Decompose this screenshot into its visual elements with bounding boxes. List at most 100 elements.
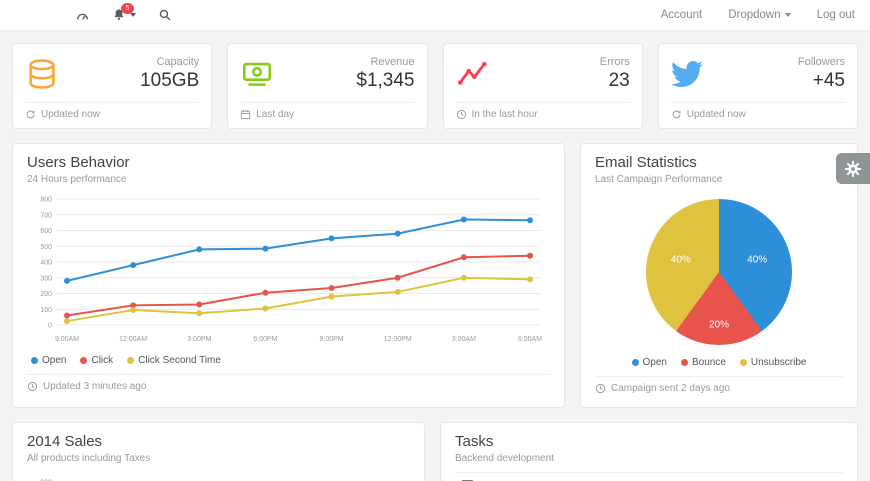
- panel-subtitle: Backend development: [455, 453, 554, 464]
- database-icon: [25, 57, 69, 91]
- divider: [25, 102, 200, 103]
- charts-row: Users Behavior 24 Hours performance 0 100…: [12, 143, 858, 408]
- panel-footer: Campaign sent 2 days ago: [595, 381, 843, 397]
- svg-text:700: 700: [40, 212, 52, 219]
- followers-card: Followers +45 Updated now: [657, 43, 858, 129]
- search-button[interactable]: [158, 8, 172, 22]
- svg-text:12:00AM: 12:00AM: [119, 336, 147, 343]
- dashboard-icon[interactable]: [75, 8, 90, 23]
- pie-slice-label: 20%: [708, 319, 730, 331]
- svg-text:500: 500: [40, 244, 52, 251]
- caret-down-icon: [130, 13, 136, 17]
- users-behavior-legend: Open Click Click Second Time: [31, 355, 550, 366]
- notifications-button[interactable]: 5: [112, 3, 136, 22]
- bottom-row: 2014 Sales All products including Taxes …: [12, 422, 858, 481]
- svg-text:900: 900: [40, 480, 52, 481]
- svg-text:6:00AM: 6:00AM: [518, 336, 542, 343]
- svg-text:9:00PM: 9:00PM: [320, 336, 344, 343]
- search-icon: [159, 9, 171, 21]
- clock-icon: [456, 109, 466, 120]
- page-title: Email Statistics: [595, 154, 697, 171]
- divider: [595, 376, 843, 377]
- stats-row: Capacity 105GB Updated now: [12, 43, 858, 129]
- stat-footer: Updated now: [25, 107, 199, 123]
- users-behavior-chart: 0 100 200 300 400 500 600 700 800 9:00AM 12:00AM 3:…: [27, 189, 550, 351]
- svg-text:3:00AM: 3:00AM: [452, 336, 476, 343]
- nav-dropdown[interactable]: Dropdown: [728, 9, 791, 21]
- legend-item: Click: [80, 355, 113, 366]
- errors-card: Errors 23 In the last hour: [442, 43, 643, 129]
- refresh-icon: [26, 110, 35, 119]
- svg-text:3:00PM: 3:00PM: [187, 336, 211, 343]
- stat-value: +45: [812, 70, 845, 91]
- panel-subtitle: All products including Taxes: [27, 453, 151, 464]
- legend-item: Bounce: [680, 357, 726, 368]
- email-statistics-legend: Open Bounce Unsubscribe: [595, 357, 843, 368]
- divider: [240, 102, 415, 103]
- settings-button[interactable]: [836, 153, 870, 184]
- divider: [27, 374, 550, 375]
- legend-item: Unsubscribe: [739, 357, 806, 368]
- stat-value: 23: [608, 70, 630, 91]
- pie-slice-label: 40%: [670, 254, 691, 266]
- panel-subtitle: Last Campaign Performance: [595, 174, 723, 185]
- legend-item: Open: [31, 355, 66, 366]
- svg-text:12:00PM: 12:00PM: [384, 336, 412, 343]
- email-statistics-card: Email Statistics Last Campaign Performan…: [580, 143, 858, 408]
- legend-item: Open: [631, 357, 667, 368]
- error-chart-icon: [456, 57, 500, 91]
- svg-text:200: 200: [40, 291, 52, 298]
- stat-value: 105GB: [140, 70, 200, 91]
- clock-icon: [27, 381, 38, 392]
- stat-footer: In the last hour: [456, 107, 630, 123]
- stat-value: $1,345: [356, 70, 415, 91]
- capacity-card: Capacity 105GB Updated now: [12, 43, 213, 129]
- legend-item: Click Second Time: [127, 355, 221, 366]
- twitter-icon: [670, 58, 715, 90]
- main-content: Capacity 105GB Updated now: [0, 31, 870, 481]
- users-behavior-card: Users Behavior 24 Hours performance 0 100…: [12, 143, 565, 408]
- page-title: Users Behavior: [27, 154, 130, 171]
- refresh-icon: [672, 110, 681, 119]
- divider: [455, 102, 630, 103]
- tasks-card: Tasks Backend development Sign contract …: [440, 422, 858, 481]
- page-title: Tasks: [455, 433, 494, 450]
- panel-footer: Updated 3 minutes ago: [27, 379, 550, 395]
- svg-text:800: 800: [40, 197, 52, 204]
- svg-text:0: 0: [48, 323, 52, 330]
- stat-label: Errors: [599, 56, 630, 68]
- navbar-icons: 5: [75, 3, 172, 23]
- svg-text:600: 600: [40, 228, 52, 235]
- stat-label: Followers: [797, 56, 845, 68]
- stat-label: Revenue: [370, 56, 415, 68]
- gear-icon: [844, 160, 862, 177]
- panel-subtitle: 24 Hours performance: [27, 174, 127, 185]
- svg-text:400: 400: [40, 260, 52, 267]
- pie-slice-label: 40%: [747, 254, 768, 266]
- stat-footer: Last day: [240, 107, 414, 123]
- top-navbar: 5 Account Dropdown Log out: [0, 0, 870, 31]
- nav-account[interactable]: Account: [660, 9, 703, 21]
- sales-bar-chart: 9008007006005004003002001000: [27, 468, 410, 481]
- notification-badge: 5: [121, 3, 134, 14]
- divider: [670, 102, 845, 103]
- svg-text:9:00AM: 9:00AM: [55, 336, 79, 343]
- stat-footer: Updated now: [671, 107, 845, 123]
- stat-label: Capacity: [156, 56, 200, 68]
- tasks-table: Sign contract for "What are conference o…: [455, 472, 843, 481]
- sales-card: 2014 Sales All products including Taxes …: [12, 422, 425, 481]
- nav-logout[interactable]: Log out: [816, 9, 855, 21]
- page-title: 2014 Sales: [27, 433, 103, 450]
- table-row: Sign contract for "What are conference o…: [455, 472, 843, 481]
- calendar-icon: [241, 110, 251, 120]
- email-pie-chart: 40% 20% 40%: [646, 199, 792, 345]
- svg-text:100: 100: [40, 307, 52, 314]
- clock-icon: [595, 383, 606, 394]
- caret-down-icon: [784, 12, 791, 17]
- revenue-card: Revenue $1,345 Last day: [227, 43, 428, 129]
- svg-text:6:00PM: 6:00PM: [253, 336, 277, 343]
- navbar-menu: Account Dropdown Log out: [661, 9, 855, 21]
- money-icon: [240, 57, 284, 91]
- svg-text:300: 300: [40, 275, 52, 282]
